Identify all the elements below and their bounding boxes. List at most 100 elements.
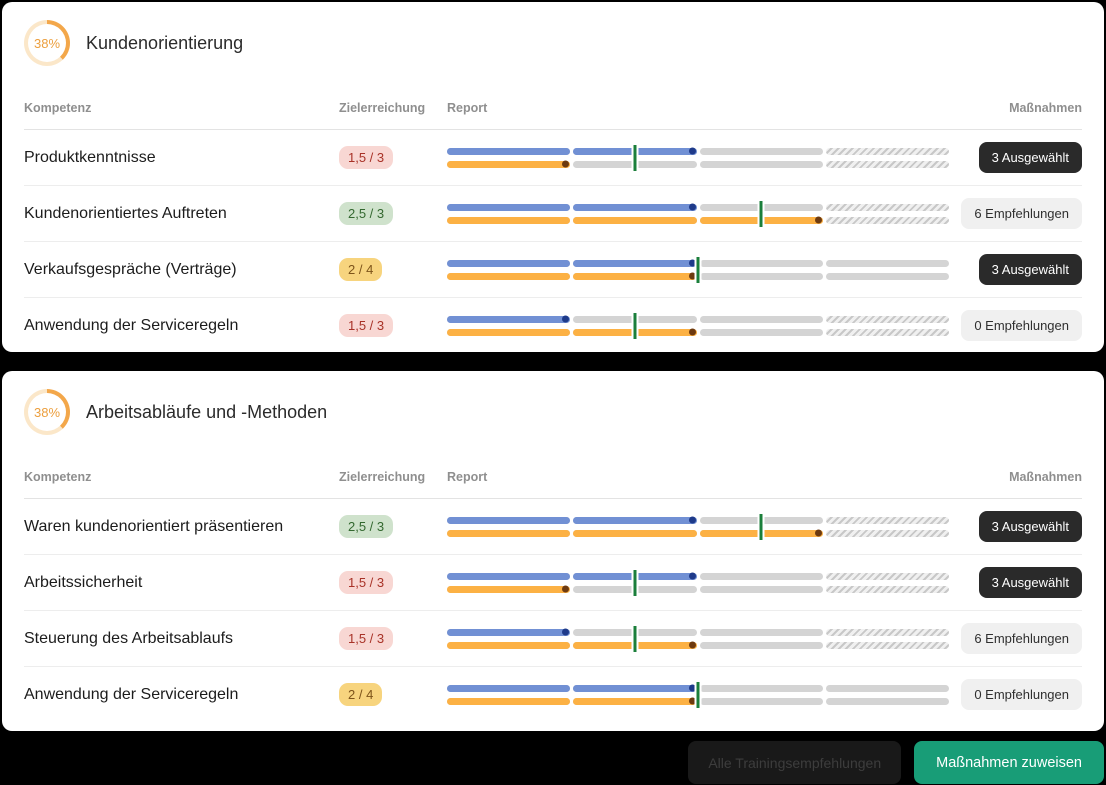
report-bar-fill-orange	[573, 272, 697, 280]
target-marker	[694, 681, 702, 708]
measures-button[interactable]: 3 Ausgewählt	[978, 254, 1082, 285]
competency-label: Steuerung des Arbeitsablaufs	[24, 629, 234, 647]
column-header-massnahmen: Maßnahmen	[1009, 101, 1082, 115]
report-bar-fill-orange	[573, 697, 697, 705]
table-row: Arbeitssicherheit 1,5 / 3 3 Ausgewählt	[24, 555, 1082, 611]
report-segment	[447, 529, 571, 537]
report-bars	[447, 513, 949, 540]
report-bar-fill-blue	[573, 516, 697, 524]
bar-end-dot	[688, 259, 696, 267]
column-header-zielerreichung: Zielerreichung	[339, 470, 426, 484]
target-marker	[631, 625, 639, 652]
report-bars	[447, 625, 949, 652]
report-track-orange	[447, 328, 949, 336]
report-track-orange	[447, 529, 949, 537]
table-header: Kompetenz Zielerreichung Report Maßnahme…	[24, 435, 1082, 499]
report-segment	[699, 628, 823, 636]
measures-button[interactable]: 0 Empfehlungen	[961, 679, 1082, 710]
score-badge: 1,5 / 3	[339, 627, 394, 650]
report-segment	[573, 516, 697, 524]
card-title: Arbeitsabläufe und -Methoden	[86, 401, 328, 422]
table-row: Steuerung des Arbeitsablaufs 1,5 / 3 6 E…	[24, 611, 1082, 667]
report-track-orange	[447, 272, 949, 280]
competency-label: Produktkenntnisse	[24, 148, 156, 166]
report-segment	[825, 147, 949, 155]
score-badge: 2,5 / 3	[339, 202, 394, 225]
report-segment	[573, 272, 697, 280]
score-badge: 2,5 / 3	[339, 515, 394, 538]
report-segment	[447, 572, 571, 580]
bar-end-dot	[814, 529, 822, 537]
table-row: Waren kundenorientiert präsentieren 2,5 …	[24, 499, 1082, 555]
measures-button[interactable]: 3 Ausgewählt	[978, 142, 1082, 173]
report-segment	[447, 628, 571, 636]
report-segment	[573, 529, 697, 537]
measures-button[interactable]: 3 Ausgewählt	[978, 511, 1082, 542]
progress-ring: 38%	[24, 389, 70, 435]
table-body: Produktkenntnisse 1,5 / 3 3 Ausgewählt K…	[24, 130, 1082, 353]
bar-end-dot	[688, 328, 696, 336]
report-segment	[573, 203, 697, 211]
report-segment	[825, 516, 949, 524]
bar-end-dot	[688, 641, 696, 649]
competency-label: Kundenorientiertes Auftreten	[24, 204, 227, 222]
report-segment	[447, 697, 571, 705]
report-bar-fill-blue	[573, 203, 697, 211]
competency-label: Arbeitssicherheit	[24, 573, 143, 591]
report-track-blue	[447, 259, 949, 267]
progress-percent-label: 38%	[33, 404, 61, 420]
report-bar-fill-orange	[447, 585, 571, 593]
assign-measures-button[interactable]: Maßnahmen zuweisen	[914, 741, 1104, 784]
competency-label: Waren kundenorientiert präsentieren	[24, 517, 284, 535]
bar-end-dot	[688, 697, 696, 705]
report-bar-fill-orange	[447, 216, 571, 224]
table-row: Kundenorientiertes Auftreten 2,5 / 3 6 E…	[24, 186, 1082, 242]
report-segment	[825, 203, 949, 211]
report-bar-fill-blue	[447, 684, 571, 692]
report-segment	[573, 216, 697, 224]
column-header-report: Report	[447, 470, 488, 484]
report-bar-fill-orange	[573, 216, 697, 224]
report-segment	[447, 272, 571, 280]
report-segment	[573, 697, 697, 705]
report-segment	[447, 315, 571, 323]
report-bar-fill-blue	[447, 628, 571, 636]
report-segment	[825, 216, 949, 224]
table-header: Kompetenz Zielerreichung Report Maßnahme…	[24, 66, 1082, 130]
report-segment	[699, 641, 823, 649]
report-bar-fill-blue	[573, 684, 697, 692]
report-bar-fill-orange	[447, 697, 571, 705]
report-bars	[447, 200, 949, 227]
card-title: Kundenorientierung	[86, 32, 244, 53]
table-row: Produktkenntnisse 1,5 / 3 3 Ausgewählt	[24, 130, 1082, 186]
report-segment	[447, 147, 571, 155]
report-track-blue	[447, 147, 949, 155]
report-track-orange	[447, 160, 949, 168]
column-header-kompetenz: Kompetenz	[24, 470, 92, 484]
bar-end-dot	[688, 572, 696, 580]
measures-button[interactable]: 6 Empfehlungen	[961, 623, 1082, 654]
measures-button[interactable]: 0 Empfehlungen	[961, 310, 1082, 341]
target-marker	[694, 256, 702, 283]
report-segment	[447, 684, 571, 692]
report-bar-fill-orange	[573, 529, 697, 537]
measures-button[interactable]: 6 Empfehlungen	[961, 198, 1082, 229]
column-header-report: Report	[447, 101, 488, 115]
all-training-recommendations-button[interactable]: Alle Trainingsempfehlungen	[688, 741, 902, 784]
report-segment	[447, 585, 571, 593]
report-track-blue	[447, 684, 949, 692]
report-bars	[447, 144, 949, 171]
bar-end-dot	[814, 216, 822, 224]
measures-button[interactable]: 3 Ausgewählt	[978, 567, 1082, 598]
report-segment	[825, 572, 949, 580]
competency-label: Verkaufsgespräche (Verträge)	[24, 260, 237, 278]
score-badge: 1,5 / 3	[339, 571, 394, 594]
column-header-massnahmen: Maßnahmen	[1009, 470, 1082, 484]
report-segment	[825, 697, 949, 705]
table-body: Waren kundenorientiert präsentieren 2,5 …	[24, 499, 1082, 722]
report-bars	[447, 256, 949, 283]
report-track-orange	[447, 585, 949, 593]
report-track-orange	[447, 216, 949, 224]
table-row: Anwendung der Serviceregeln 1,5 / 3 0 Em…	[24, 298, 1082, 353]
progress-ring: 38%	[24, 20, 70, 66]
